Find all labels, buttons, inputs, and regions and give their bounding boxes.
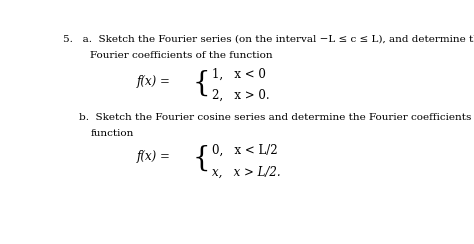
Text: {: {	[193, 144, 210, 172]
Text: f(x) =: f(x) =	[137, 75, 170, 88]
Text: 1,   x < 0: 1, x < 0	[212, 68, 265, 81]
Text: 5.   a.  Sketch the Fourier series (on the interval −L ≤ c ≤ L), and determine t: 5. a. Sketch the Fourier series (on the …	[63, 35, 474, 44]
Text: function: function	[91, 129, 134, 138]
Text: {: {	[193, 69, 210, 96]
Text: Fourier coefficients of the function: Fourier coefficients of the function	[91, 51, 273, 60]
Text: x,   x > L/2.: x, x > L/2.	[212, 165, 280, 179]
Text: b.  Sketch the Fourier cosine series and determine the Fourier coefficients of t: b. Sketch the Fourier cosine series and …	[80, 113, 474, 122]
Text: 2,   x > 0.: 2, x > 0.	[212, 89, 269, 102]
Text: f(x) =: f(x) =	[137, 151, 170, 163]
Text: 0,   x < L/2: 0, x < L/2	[212, 144, 277, 157]
